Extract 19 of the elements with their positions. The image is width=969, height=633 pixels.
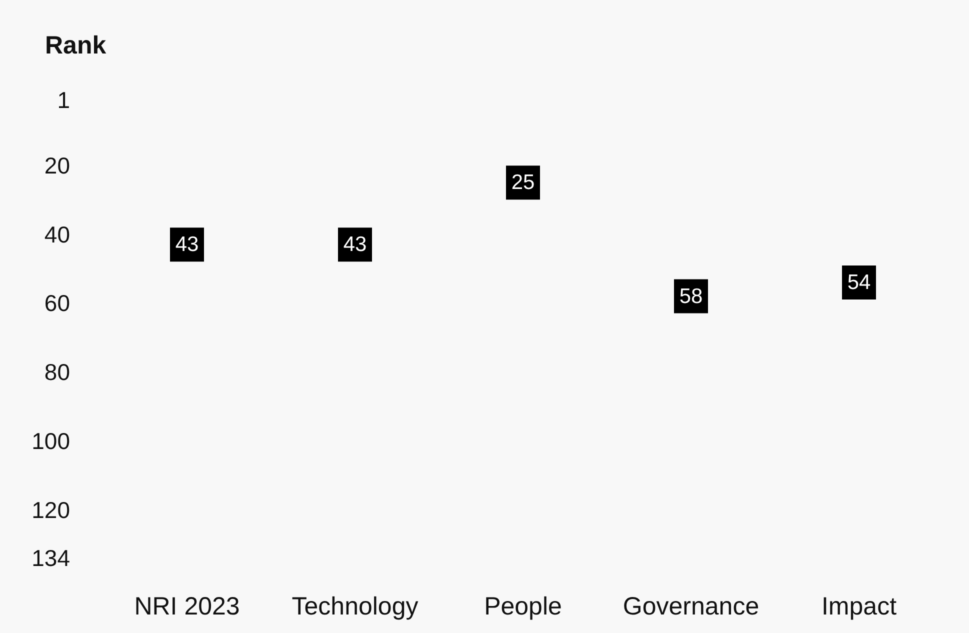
x-tick-label: Governance (622, 592, 760, 620)
x-tick-label: Technology (292, 592, 419, 620)
data-label: 58 (679, 284, 703, 308)
data-label: 25 (511, 171, 535, 194)
y-tick-label: 40 (44, 221, 70, 248)
data-label: 43 (175, 233, 199, 256)
data-label: 43 (343, 233, 367, 256)
y-tick-label: 80 (44, 359, 70, 386)
x-tick-label: People (484, 592, 562, 620)
y-tick-label: 20 (44, 152, 70, 178)
y-axis-title: Rank (45, 32, 106, 60)
y-tick-label: 60 (44, 290, 70, 316)
data-label: 54 (847, 271, 871, 294)
y-tick-label: 100 (32, 428, 70, 454)
y-tick-label: 1 (57, 87, 70, 113)
x-tick-label: NRI 2023 (134, 592, 240, 620)
x-tick-label: Impact (821, 592, 897, 620)
y-tick-label: 120 (32, 496, 70, 523)
y-tick-label: 134 (32, 545, 70, 571)
